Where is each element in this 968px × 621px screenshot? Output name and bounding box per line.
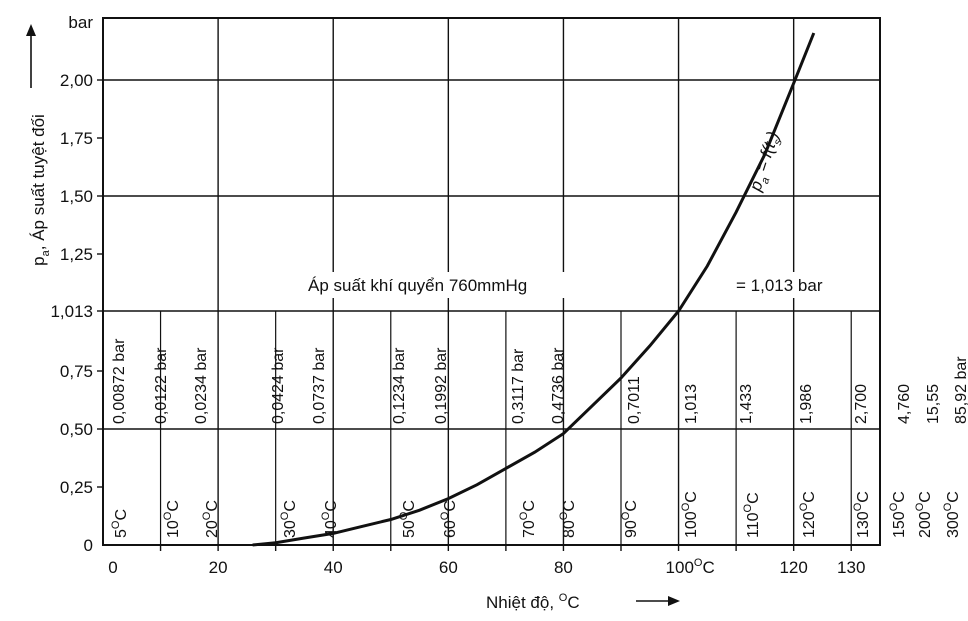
x-tick-label: 0 (108, 558, 117, 577)
pressure-label: 0,7011 (626, 376, 643, 424)
y-tick-label: 2,00 (60, 71, 93, 90)
temperature-label: 100OC (680, 491, 700, 538)
y-tick-label: 0,25 (60, 478, 93, 497)
temperature-label: 300OC (942, 491, 962, 538)
temperature-label: 80OC (558, 500, 578, 538)
annotation-right-background (726, 272, 860, 298)
atmospheric-pressure-annotation: Áp suất khí quyển 760mmHg (308, 276, 527, 295)
y-tick-label: 1,50 (60, 187, 93, 206)
y-tick-label: 1,25 (60, 245, 93, 264)
pressure-label: 0,3117 bar (510, 348, 527, 424)
x-tick-label: 100OC (666, 557, 715, 577)
y-axis-arrow-icon (26, 24, 36, 88)
temperature-label: 60OC (439, 500, 459, 538)
temperature-label: 5OC (110, 509, 130, 538)
pressure-label: 1,013 (683, 384, 700, 424)
temperature-label: 200OC (914, 491, 934, 538)
y-tick-label: 0,50 (60, 420, 93, 439)
pressure-label: 0,00872 bar (111, 338, 128, 424)
pressure-label: 2,700 (853, 384, 870, 424)
pressure-label: 15,55 (925, 384, 942, 424)
pressure-label: 0,0234 bar (193, 347, 210, 424)
x-tick-label: 20 (209, 558, 228, 577)
y-tick-label: 0 (84, 536, 93, 555)
plot-frame (102, 17, 881, 546)
atmospheric-pressure-value: = 1,013 bar (736, 276, 823, 295)
pressure-label: 1,986 (798, 384, 815, 424)
temperature-label: 30OC (279, 500, 299, 538)
temperature-label: 10OC (162, 500, 182, 538)
pressure-label: 1,433 (738, 384, 755, 424)
y-tick-label: bar (68, 13, 93, 32)
column-labels: 5OC 0,00872 bar 10OC 0,0122 bar 20OC 0,0234 b… (110, 338, 968, 538)
temperature-label: 40OC (320, 500, 340, 538)
x-tick-label: 120 (779, 558, 807, 577)
pressure-label: 4,760 (896, 384, 913, 424)
pressure-label: 0,0122 bar (153, 347, 170, 424)
temperature-label: 70OC (518, 500, 538, 538)
y-tick-label: 0,75 (60, 362, 93, 381)
temperature-label: 120OC (798, 491, 818, 538)
pressure-label: 0,4736 bar (550, 347, 567, 424)
temperature-label: 90OC (620, 500, 640, 538)
x-axis-arrow-icon (636, 596, 680, 606)
x-tick-label: 40 (324, 558, 343, 577)
x-tick-label: 80 (554, 558, 573, 577)
pressure-label: 0,0737 bar (311, 347, 328, 424)
y-tick-label: 1,75 (60, 129, 93, 148)
temperature-label: 110OC (742, 492, 762, 538)
temperature-label: 20OC (201, 500, 221, 538)
pressure-label: 0,0424 bar (270, 347, 287, 424)
x-axis-title: Nhiệt độ, OC (486, 592, 580, 612)
pressure-label: 0,1234 bar (391, 347, 408, 424)
y-tick-label: 1,013 (50, 302, 93, 321)
annotation-background (296, 272, 614, 298)
x-tick-label: 130 (837, 558, 865, 577)
curve-label: pa = f(ts) (745, 129, 786, 195)
vapor-pressure-curve (252, 32, 816, 547)
tick-labels: 0 0,25 0,50 0,75 1,013 1,25 1,50 1,75 2,00 bar 0 20… (50, 13, 865, 577)
x-tick-label: 60 (439, 558, 458, 577)
grid (97, 17, 881, 551)
y-axis-title: pa, Áp suất tuyệt đối (29, 114, 52, 266)
pressure-label: 0,1992 bar (433, 347, 450, 424)
temperature-label: 50OC (398, 500, 418, 538)
temperature-label: 130OC (852, 491, 872, 538)
temperature-label: 150OC (888, 491, 908, 538)
pressure-label: 85,92 bar (953, 356, 968, 424)
